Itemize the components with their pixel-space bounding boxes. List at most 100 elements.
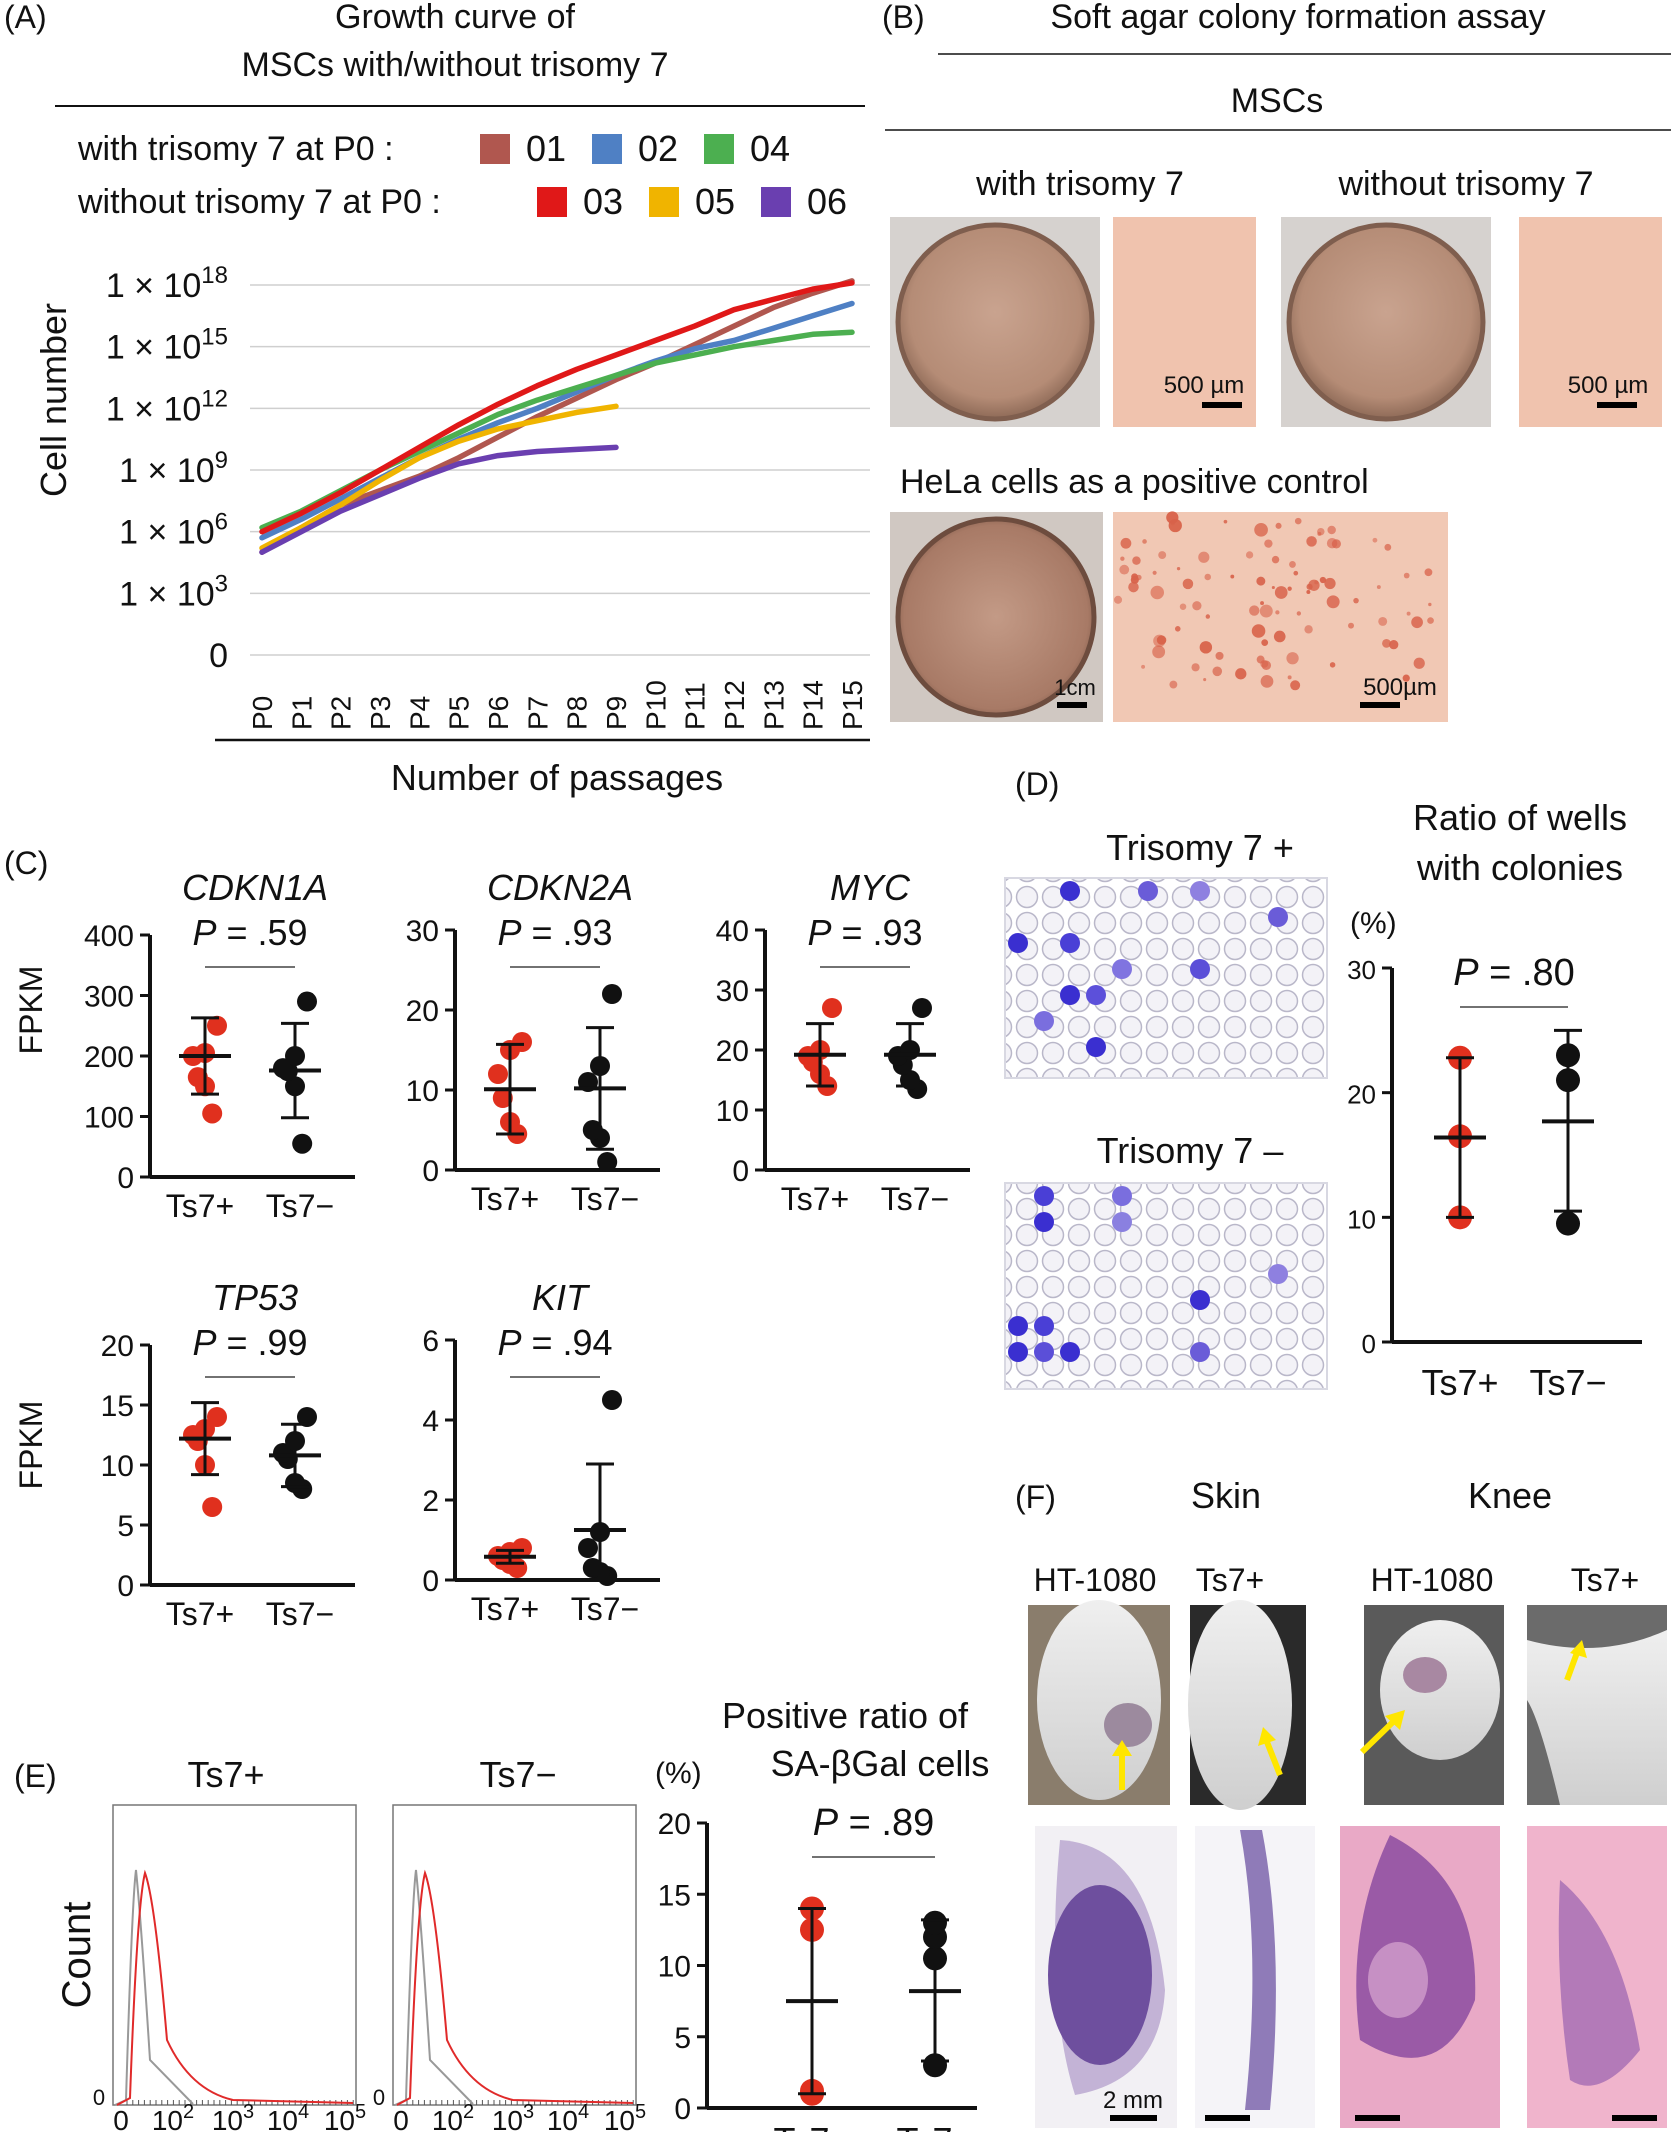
y-tick-label: 400 [84, 920, 134, 953]
hela-colony [1132, 556, 1141, 565]
y-tick-label: 0 [422, 1155, 439, 1188]
x-axis-title: Number of passages [391, 757, 723, 798]
group-label: Ts7− [571, 1181, 639, 1217]
y-tick-label: 20 [1347, 1080, 1376, 1110]
y-tick-label: 4 [422, 1405, 439, 1438]
point-ts7-neg [297, 991, 317, 1012]
y-tick-label: 1 × 1015 [106, 324, 228, 367]
colony-well [1060, 881, 1080, 901]
histogram-x-tick: 105 [324, 2101, 366, 2132]
histogram-ts7pos: 00 102 103 104 105 [93, 1804, 366, 2132]
hela-colony [1353, 597, 1359, 604]
knee-heading: Knee [1468, 1475, 1552, 1516]
growth-line-01 [259, 278, 855, 555]
hela-colony [1205, 614, 1211, 619]
y-tick-label: 10 [716, 1095, 749, 1128]
hela-colony [1406, 611, 1411, 616]
hela-colony [1245, 551, 1254, 559]
f-col-label-3: HT-1080 [1371, 1562, 1494, 1598]
colony-well [1034, 1342, 1054, 1362]
fpkm-label-top: FPKM [13, 966, 49, 1055]
hela-colony [1326, 595, 1340, 609]
p-value: P = .80 [1453, 952, 1575, 994]
fpkm-chart-myc: MYC 0 10 20 30 40 P = .93 Ts7+ Ts7− [716, 867, 970, 1217]
hela-colony [1260, 675, 1274, 688]
arrow-knee-ht1080 [1359, 1719, 1396, 1755]
point-ts7-pos [512, 1032, 532, 1052]
y-tick-label: 0 [117, 1162, 134, 1195]
growth-line-03 [259, 280, 855, 535]
hela-colony [1273, 630, 1286, 643]
y-tick-label: 6 [422, 1325, 439, 1358]
panel-a-title-line1: Growth curve of [335, 0, 576, 36]
hela-scale-label-500: 500µm [1363, 674, 1437, 701]
hela-colony [1286, 652, 1299, 665]
hela-colony [1199, 641, 1213, 654]
hela-colony [1119, 564, 1130, 575]
x-tick-label: P15 [837, 680, 868, 730]
point-ts7-pos [492, 1088, 513, 1108]
photo-knee-ht1080 [1359, 1605, 1504, 1805]
hela-colony [1314, 580, 1319, 585]
legend-label-01: 01 [526, 128, 566, 169]
hela-colony [1179, 603, 1187, 610]
f-col-label-2: Ts7+ [1196, 1562, 1264, 1598]
y-tick-label: 20 [658, 1808, 691, 1841]
hela-colony [1413, 657, 1425, 669]
histogram-x-tick: 102 [152, 2101, 194, 2132]
growth-line-02 [259, 300, 855, 541]
panel-d-title-line2: with colonies [1416, 847, 1623, 888]
y-tick-label: 0 [117, 1570, 134, 1603]
x-tick-label: P8 [562, 696, 593, 730]
hela-colony [1204, 573, 1212, 581]
gene-title: KIT [532, 1277, 591, 1318]
histogram-x-tick: 104 [267, 2101, 309, 2132]
p-symbol: P [192, 912, 216, 953]
colony-well [1268, 907, 1288, 927]
hela-colony [1326, 537, 1338, 549]
p-value: P = .99 [192, 1322, 307, 1363]
hela-colony [1264, 539, 1273, 548]
colony-well [1034, 1316, 1054, 1336]
colony-well [1268, 1264, 1288, 1284]
hela-colony [1215, 651, 1224, 660]
colony-well [1190, 1342, 1210, 1362]
hela-colony [1274, 586, 1288, 599]
x-tick-label: P5 [444, 696, 475, 730]
hela-colony [1142, 539, 1147, 544]
histogram-x-tick: 0 [393, 2105, 409, 2132]
histology-skin-ht1080: 2 mm [1035, 1826, 1177, 2128]
colony-well [1112, 1186, 1132, 1206]
colony-well [1112, 1212, 1132, 1232]
hela-colony [1150, 585, 1165, 600]
y-tick-label: 5 [117, 1510, 134, 1543]
panel-f: (F) Skin Knee HT-1080 Ts7+ HT-1080 Ts7+ [1015, 1475, 1667, 2128]
plate-photo-minus [1004, 1182, 1328, 1390]
panel-d-label: (D) [1015, 766, 1059, 802]
legend-label-05: 05 [695, 181, 735, 222]
growth-line-05 [259, 403, 619, 551]
hela-colony [1317, 531, 1322, 536]
hela-colony [1327, 525, 1336, 535]
x-tick-label: P7 [522, 696, 553, 730]
legend-swatch-06 [761, 187, 791, 217]
histogram-x-tick-exponent: 5 [635, 2101, 646, 2123]
colony-well [1034, 1212, 1054, 1232]
panel-b: (B) Soft agar colony formation assay MSC… [882, 0, 1671, 722]
plate-wells-plus [1008, 881, 1288, 1057]
legend-swatch-04 [704, 134, 734, 164]
arrow-knee-ts7 [1564, 1648, 1581, 1682]
growth-lines [259, 278, 855, 555]
hela-colony [1169, 680, 1178, 689]
hela-colony [1271, 585, 1275, 590]
photo-knee-ts7 [1527, 1605, 1667, 1805]
histology-knee-ts7 [1527, 1826, 1667, 2128]
colony-well [1138, 881, 1158, 901]
y-tick-label: 0 [732, 1155, 749, 1188]
hela-colony [1271, 555, 1280, 564]
p-number: = .93 [521, 912, 612, 953]
colony-well [1008, 1342, 1028, 1362]
hela-micro-photo [1113, 512, 1448, 722]
panel-e-chart: 0 5 10 15 20 P = .89 Ts7+ Ts7− [658, 1802, 977, 2132]
y-tick-exponent: 6 [215, 509, 228, 536]
